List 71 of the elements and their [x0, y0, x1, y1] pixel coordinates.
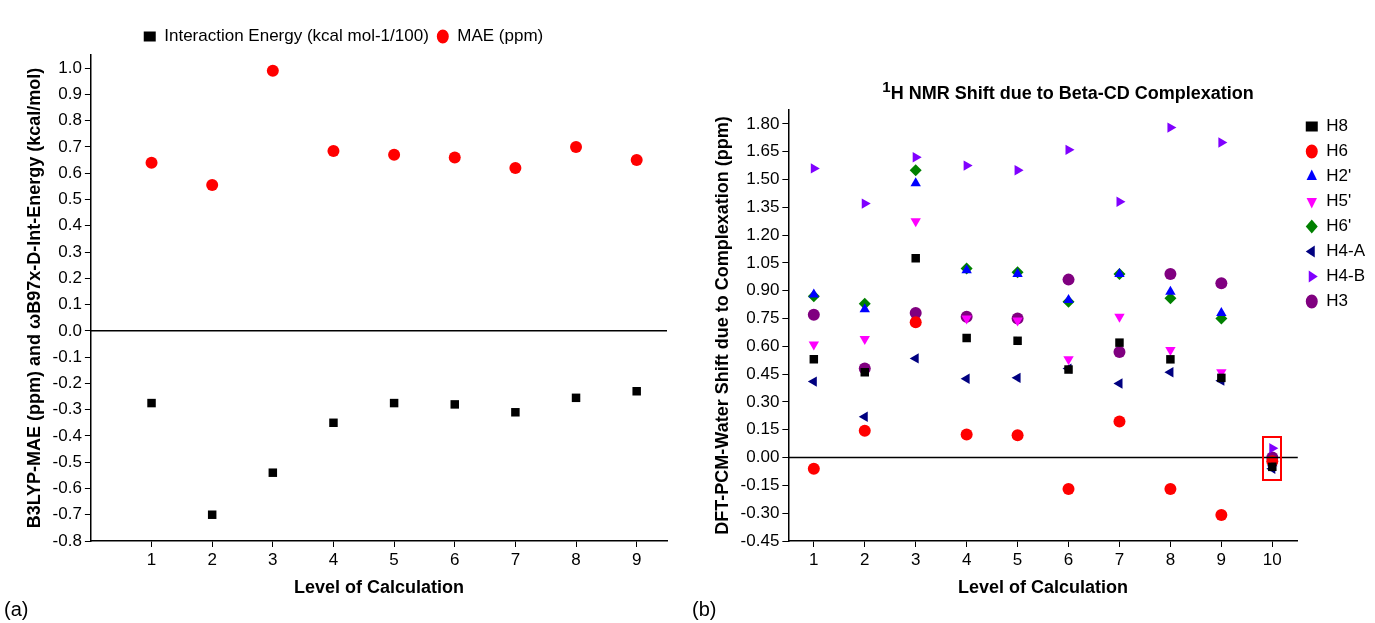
x-tick-label: 3 — [910, 549, 921, 569]
x-tick-label: 2 — [207, 549, 217, 569]
y-tick-label: 0.30 — [746, 391, 780, 411]
y-tick-label: 0.8 — [58, 110, 82, 130]
y-tick-label: 0.90 — [746, 280, 780, 300]
legend-label: H8 — [1326, 116, 1348, 136]
y-tick-label: -0.30 — [740, 502, 780, 522]
x-tick-label: 2 — [860, 549, 870, 569]
y-tick-label: 0.60 — [746, 336, 780, 356]
y-tick-label: -0.15 — [740, 475, 780, 495]
y-tick-label: 0.45 — [746, 363, 780, 383]
x-tick-label: 4 — [961, 549, 972, 569]
chart-title: $^{1}$H NMR Shift due to Beta-CD Complexation — [881, 78, 1255, 104]
y-tick-label: 0.2 — [58, 267, 82, 287]
y-tick-label: -0.8 — [52, 530, 82, 550]
y-tick-label: 1.80 — [746, 113, 780, 133]
x-tick-label: 5 — [1012, 549, 1023, 569]
text: (a) — [4, 598, 29, 621]
y-tick-label: 1.20 — [746, 224, 780, 244]
x-tick-label: 10 — [1262, 549, 1282, 569]
x-tick-label: 1 — [146, 549, 157, 569]
y-tick-label: 0.00 — [746, 447, 780, 467]
legend-label: H6' — [1326, 216, 1352, 236]
x-tick-label: 7 — [1114, 549, 1125, 569]
x-axis-title: Level of Calculation — [293, 577, 464, 598]
x-tick-label: 8 — [1165, 549, 1176, 569]
y-tick-label: -0.5 — [52, 451, 82, 471]
y-tick-label: -0.3 — [52, 399, 82, 419]
legend-label: H5' — [1326, 191, 1352, 211]
x-tick-label: 6 — [1063, 549, 1074, 569]
x-tick-label: 6 — [450, 549, 460, 569]
y-tick-label: -0.7 — [52, 504, 82, 524]
x-tick-label: 3 — [268, 549, 278, 569]
y-tick-label: 0.1 — [58, 294, 82, 314]
x-tick-label: 5 — [389, 549, 399, 569]
y-tick-label: 1.65 — [746, 141, 780, 161]
legend-label: H3 — [1326, 291, 1348, 311]
y-tick-label: 0.7 — [58, 136, 82, 156]
legend-label: H2' — [1326, 166, 1352, 186]
x-axis-title: Level of Calculation — [958, 577, 1129, 598]
y-tick-label: -0.6 — [52, 478, 82, 498]
x-tick-label: 8 — [571, 549, 581, 569]
legend-label: H4-B — [1326, 266, 1365, 286]
y-tick-label: -0.2 — [52, 373, 82, 393]
y-tick-label: 0.15 — [746, 419, 780, 439]
y-tick-label: 0.6 — [58, 162, 82, 182]
y-tick-label: 1.0 — [58, 57, 82, 77]
text: (b) — [692, 598, 717, 621]
legend-label: H6 — [1326, 141, 1348, 161]
y-tick-label: 0.5 — [58, 189, 82, 209]
y-tick-label: 0.3 — [58, 241, 82, 261]
y-tick-label: 1.05 — [746, 252, 780, 272]
x-tick-label: 9 — [1216, 549, 1227, 569]
y-tick-label: -0.1 — [52, 346, 82, 366]
y-tick-label: -0.4 — [52, 425, 82, 445]
y-tick-label: 1.35 — [746, 197, 780, 217]
x-tick-label: 7 — [510, 549, 521, 569]
legend-label: MAE (ppm) — [457, 26, 544, 46]
legend-label: Interaction Energy (kcal mol-1/100) — [164, 26, 429, 46]
y-axis-title: B3LYP-MAE (ppm) and ωB97x-D-Int-Energy (kcal/mol) — [23, 67, 44, 529]
x-tick-label: 9 — [631, 549, 642, 569]
y-tick-label: 0.9 — [58, 84, 82, 104]
y-tick-label: 0.4 — [58, 215, 82, 235]
y-tick-label: 1.50 — [746, 169, 780, 189]
y-tick-label: 0.75 — [746, 308, 780, 328]
x-tick-label: 4 — [328, 549, 339, 569]
legend-label: H4-A — [1326, 241, 1366, 261]
y-axis-title: DFT-PCM-Water Shift due to Complexation (ppm) — [711, 116, 732, 535]
y-tick-label: 0.0 — [58, 320, 82, 340]
x-tick-label: 1 — [809, 549, 819, 569]
y-tick-label: -0.45 — [740, 530, 780, 550]
